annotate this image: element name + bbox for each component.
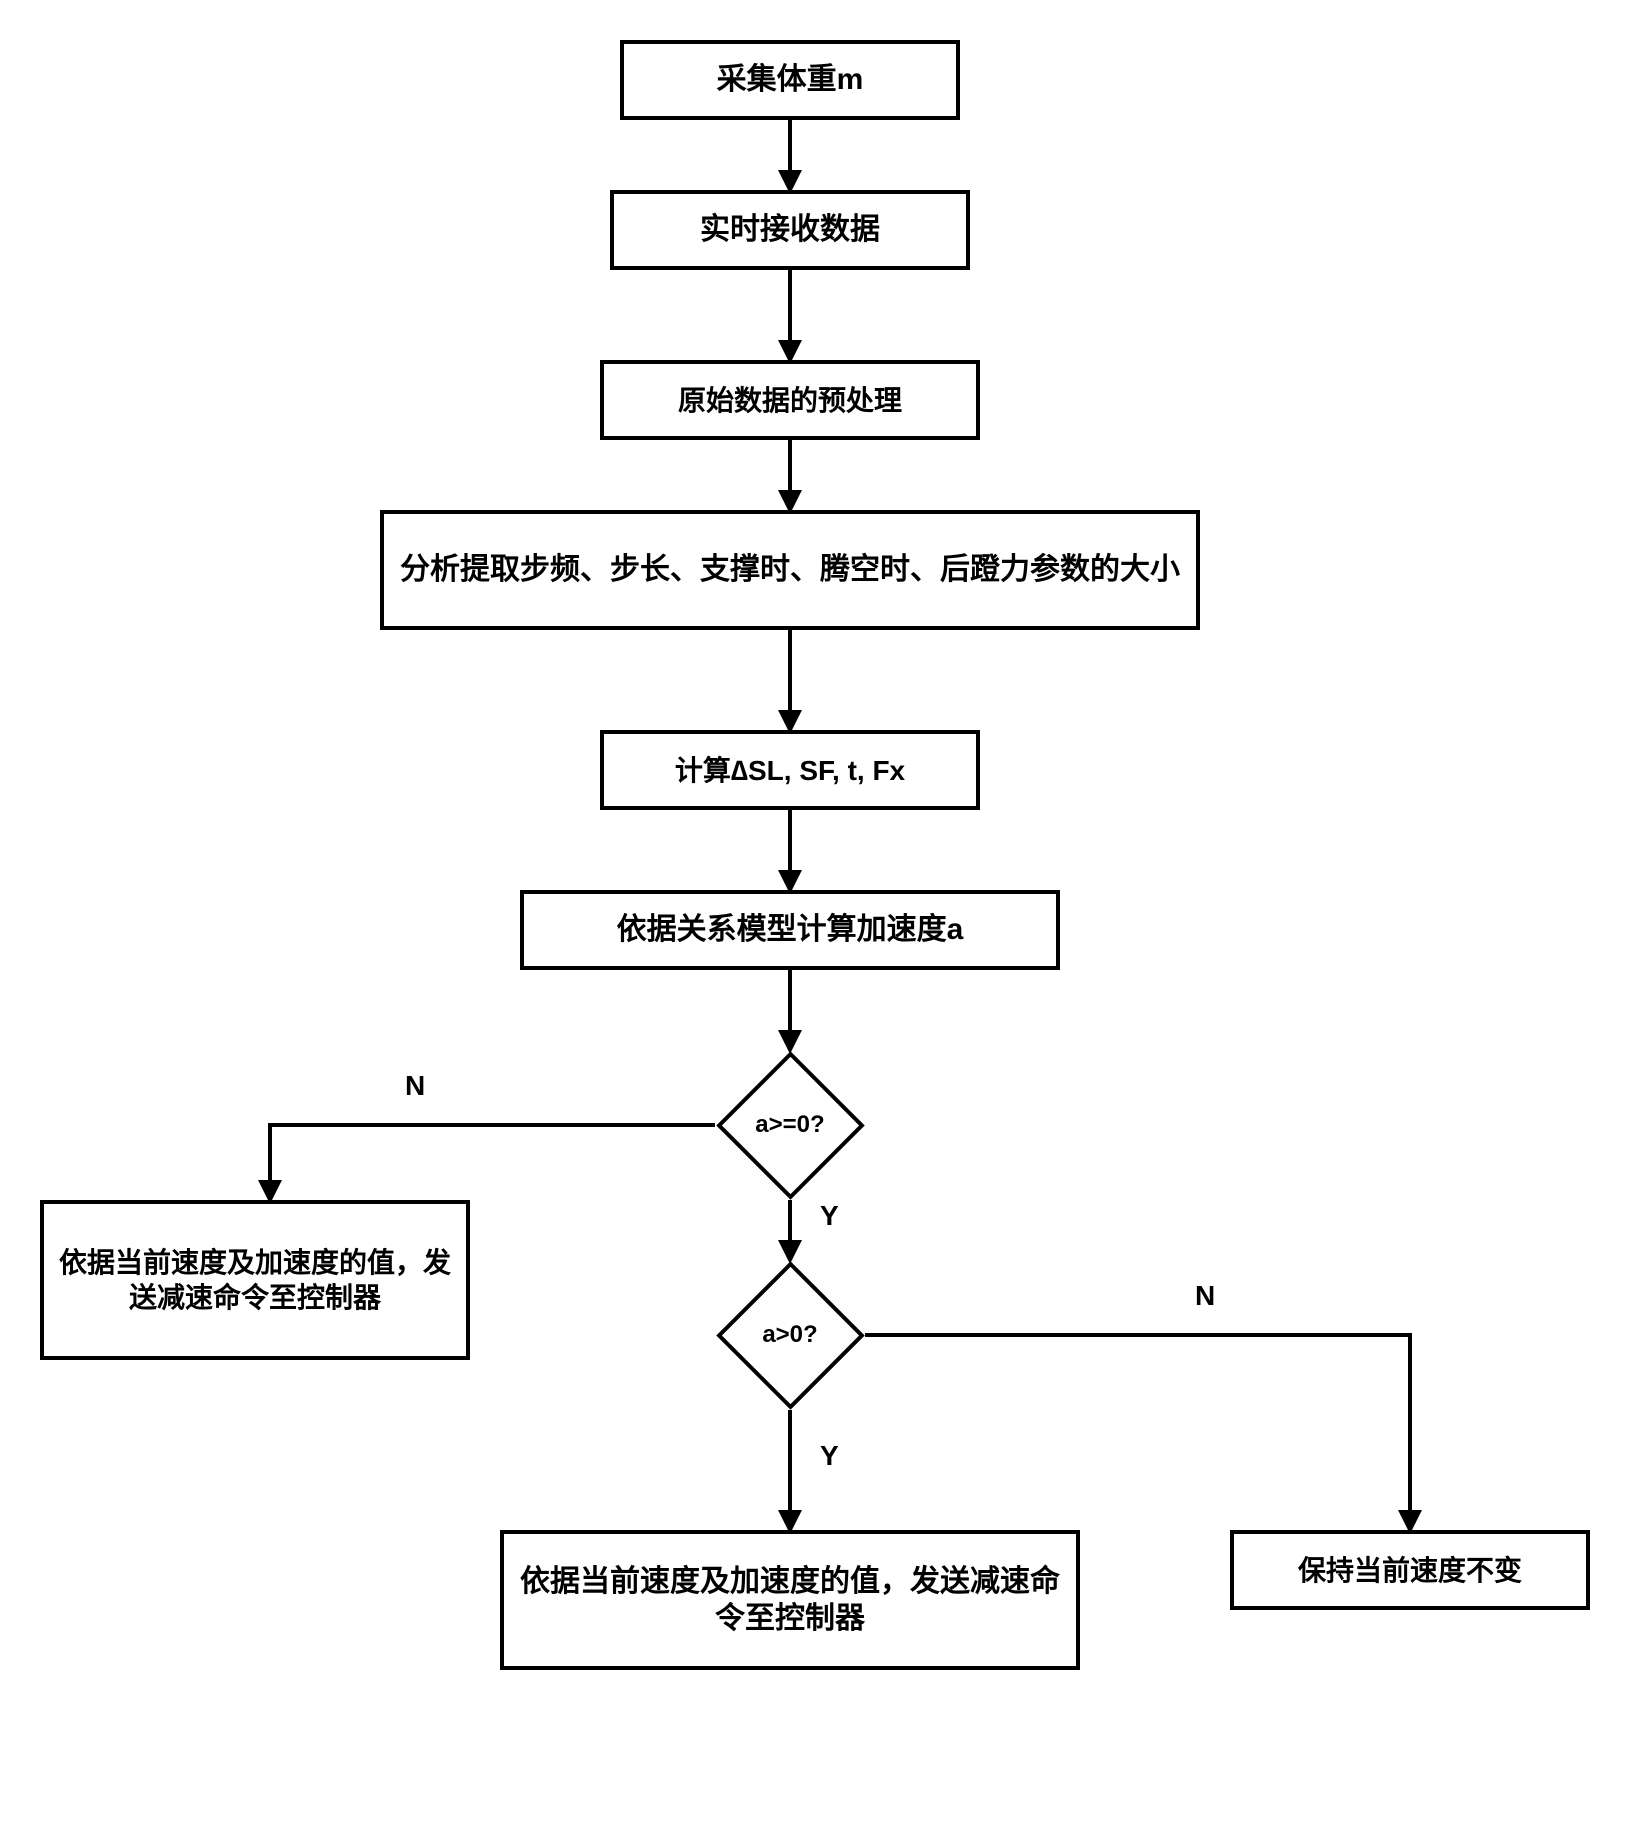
node-text: 依据当前速度及加速度的值，发送减速命令至控制器 <box>54 1245 456 1315</box>
node-collect-weight: 采集体重m <box>620 40 960 120</box>
label-y-1: Y <box>820 1200 839 1232</box>
node-text: 原始数据的预处理 <box>678 383 902 418</box>
decision-a-ge-0: a>=0? <box>717 1073 864 1178</box>
label-text: N <box>405 1070 425 1101</box>
label-text: Y <box>820 1200 839 1231</box>
decision-text: a>=0? <box>755 1111 824 1139</box>
decision-text: a>0? <box>762 1321 817 1349</box>
label-y-2: Y <box>820 1440 839 1472</box>
node-compute-accel: 依据关系模型计算加速度a <box>520 890 1060 970</box>
node-decel-bottom: 依据当前速度及加速度的值，发送减速命令至控制器 <box>500 1530 1080 1670</box>
label-n-2: N <box>1195 1280 1215 1312</box>
node-keep-speed: 保持当前速度不变 <box>1230 1530 1590 1610</box>
node-text: 依据关系模型计算加速度a <box>617 911 964 949</box>
node-extract-params: 分析提取步频、步长、支撑时、腾空时、后蹬力参数的大小 <box>380 510 1200 630</box>
node-text: 依据当前速度及加速度的值，发送减速命令至控制器 <box>514 1563 1066 1638</box>
node-decel-left: 依据当前速度及加速度的值，发送减速命令至控制器 <box>40 1200 470 1360</box>
node-receive-data: 实时接收数据 <box>610 190 970 270</box>
label-text: Y <box>820 1440 839 1471</box>
node-text: 采集体重m <box>717 61 864 99</box>
node-compute-deltas: 计算∆SL, SF, t, Fx <box>600 730 980 810</box>
label-n-1: N <box>405 1070 425 1102</box>
node-text: 分析提取步频、步长、支撑时、腾空时、后蹬力参数的大小 <box>400 551 1180 589</box>
node-text: 保持当前速度不变 <box>1298 1553 1522 1588</box>
label-text: N <box>1195 1280 1215 1311</box>
decision-a-gt-0: a>0? <box>717 1283 864 1388</box>
node-text: 实时接收数据 <box>700 211 880 249</box>
flowchart-container: 采集体重m 实时接收数据 原始数据的预处理 分析提取步频、步长、支撑时、腾空时、… <box>40 40 1597 1783</box>
node-text: 计算∆SL, SF, t, Fx <box>675 753 905 788</box>
node-preprocess: 原始数据的预处理 <box>600 360 980 440</box>
